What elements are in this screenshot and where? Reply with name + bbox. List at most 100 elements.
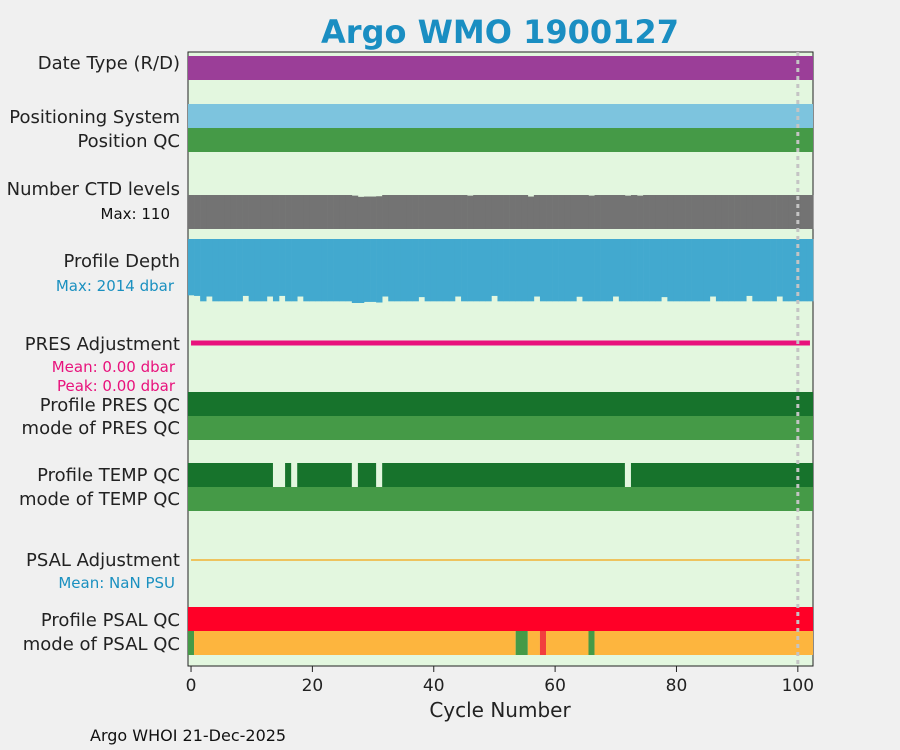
ctd-levels-bar-92 — [746, 195, 753, 229]
x-axis-label: Cycle Number — [429, 698, 571, 722]
profile-depth-bar-77 — [655, 239, 662, 302]
ctd-levels-bar-49 — [485, 195, 492, 229]
profile-depth-bar-88 — [721, 239, 729, 302]
ctd-levels-bar-38 — [418, 195, 425, 229]
ctd-levels-bar-88 — [721, 195, 729, 229]
ctd-levels-bar-30 — [370, 196, 377, 229]
profile-depth-bar-69 — [606, 239, 614, 302]
ctd-levels-bar-23 — [327, 195, 334, 229]
ctd-levels-bar-54 — [515, 195, 523, 229]
ctd-levels-bar-85 — [703, 195, 711, 229]
profile-depth-bar-99 — [788, 239, 796, 302]
label-psal-profile-qc: Profile PSAL QC — [41, 610, 180, 631]
ctd-levels-bar-44 — [454, 195, 462, 229]
plot-area — [187, 51, 814, 667]
ctd-levels-bar-15 — [279, 195, 286, 229]
ctd-levels-bar-4 — [212, 195, 219, 229]
ctd-levels-bar-63 — [570, 195, 577, 229]
ctd-levels-bar-97 — [776, 195, 783, 229]
profile-depth-bar-71 — [618, 239, 626, 302]
profile-depth-bar-49 — [485, 239, 492, 302]
ctd-levels-bar-79 — [667, 195, 674, 229]
ctd-levels-bar-70 — [612, 195, 620, 229]
ctd-levels-bar-81 — [679, 195, 686, 229]
profile-depth-bar-81 — [679, 239, 686, 302]
profile-depth-bar-56 — [527, 239, 535, 302]
profile-depth-bar-46 — [467, 239, 474, 302]
ctd-levels-bar-16 — [285, 195, 292, 229]
profile-depth-bar-2 — [200, 239, 207, 302]
profile-depth-bar-33 — [388, 239, 395, 302]
profile-depth-bar-86 — [709, 239, 717, 297]
ctd-levels-bar-32 — [382, 195, 389, 229]
temp-profile-qc-row-segment-1 — [285, 463, 292, 487]
ctd-levels-bar-95 — [764, 195, 771, 229]
psal-mode-qc-row-segment-7 — [594, 631, 813, 655]
ctd-levels-bar-33 — [388, 195, 395, 229]
ctd-levels-bar-41 — [436, 195, 444, 229]
profile-depth-bar-48 — [479, 239, 486, 302]
profile-depth-bar-57 — [533, 239, 541, 297]
position-qc-row-segment-0 — [188, 128, 813, 152]
ctd-levels-bar-75 — [643, 195, 650, 229]
psal-mode-qc-row-segment-3 — [527, 631, 540, 655]
ctd-levels-bar-53 — [509, 195, 516, 229]
label-positioning-system: Positioning System — [9, 107, 180, 128]
profile-depth-bar-61 — [558, 239, 565, 302]
ctd-levels-bar-78 — [661, 195, 668, 229]
ctd-levels-bar-9 — [242, 195, 249, 229]
ctd-levels-bar-80 — [673, 195, 680, 229]
label-psal-mean: Mean: NaN PSU — [58, 574, 175, 592]
ctd-levels-bar-19 — [303, 195, 310, 229]
profile-depth-bar-9 — [242, 239, 249, 296]
ctd-levels-bar-17 — [291, 195, 298, 229]
ctd-levels-bar-52 — [503, 195, 510, 229]
ctd-levels-bar-62 — [564, 195, 571, 229]
ctd-levels-bar-89 — [728, 195, 735, 229]
ctd-levels-bar-21 — [315, 195, 322, 229]
ctd-levels-bar-61 — [558, 195, 565, 229]
profile-depth-bar-14 — [272, 239, 280, 302]
ctd-levels-bar-12 — [260, 195, 268, 229]
profile-depth-bar-94 — [758, 239, 765, 302]
profile-depth-bar-52 — [503, 239, 510, 302]
profile-depth-bar-8 — [236, 239, 243, 302]
profile-depth-bar-55 — [521, 239, 529, 302]
pres-profile-qc-row-segment-0 — [188, 392, 813, 416]
profile-depth-bar-35 — [400, 239, 407, 302]
ctd-levels-bar-98 — [782, 195, 790, 229]
ctd-levels-bar-76 — [649, 195, 656, 229]
profile-depth-bar-24 — [333, 239, 340, 302]
profile-depth-bar-15 — [279, 239, 286, 296]
date-type-row-segment-0 — [188, 56, 813, 80]
profile-depth-bar-50 — [491, 239, 498, 296]
profile-depth-bar-39 — [424, 239, 432, 302]
profile-depth-bar-74 — [637, 239, 644, 302]
label-psal-adjustment: PSAL Adjustment — [26, 550, 180, 571]
psal-mode-qc-row-segment-5 — [546, 631, 589, 655]
ctd-levels-bar-8 — [236, 195, 243, 229]
psal-mode-qc-row-segment-4 — [539, 631, 547, 655]
label-pres-mode-qc: mode of PRES QC — [22, 418, 180, 439]
label-pres-peak: Peak: 0.00 dbar — [57, 377, 176, 395]
ctd-levels-bar-82 — [685, 195, 692, 229]
ctd-levels-bar-5 — [218, 195, 225, 229]
profile-depth-bar-43 — [448, 239, 456, 302]
ctd-levels-bar-2 — [200, 195, 207, 229]
ctd-levels-bar-25 — [339, 195, 347, 229]
profile-depth-bar-7 — [230, 239, 237, 302]
profile-depth-bar-70 — [612, 239, 620, 297]
profile-depth-bar-21 — [315, 239, 322, 302]
profile-depth-bar-30 — [370, 239, 377, 302]
profile-depth-bar-96 — [770, 239, 777, 302]
profile-depth-bar-91 — [740, 239, 747, 302]
profile-depth-bar-31 — [376, 239, 383, 303]
footer-credit: Argo WHOI 21-Dec-2025 — [90, 726, 286, 745]
profile-depth-bar-23 — [327, 239, 334, 302]
profile-depth-bar-85 — [703, 239, 711, 302]
ctd-levels-bar-72 — [624, 195, 632, 229]
profile-depth-bar-51 — [497, 239, 504, 302]
profile-depth-bar-16 — [285, 239, 292, 302]
profile-depth-bar-68 — [600, 239, 607, 302]
profile-depth-bar-25 — [339, 239, 347, 302]
